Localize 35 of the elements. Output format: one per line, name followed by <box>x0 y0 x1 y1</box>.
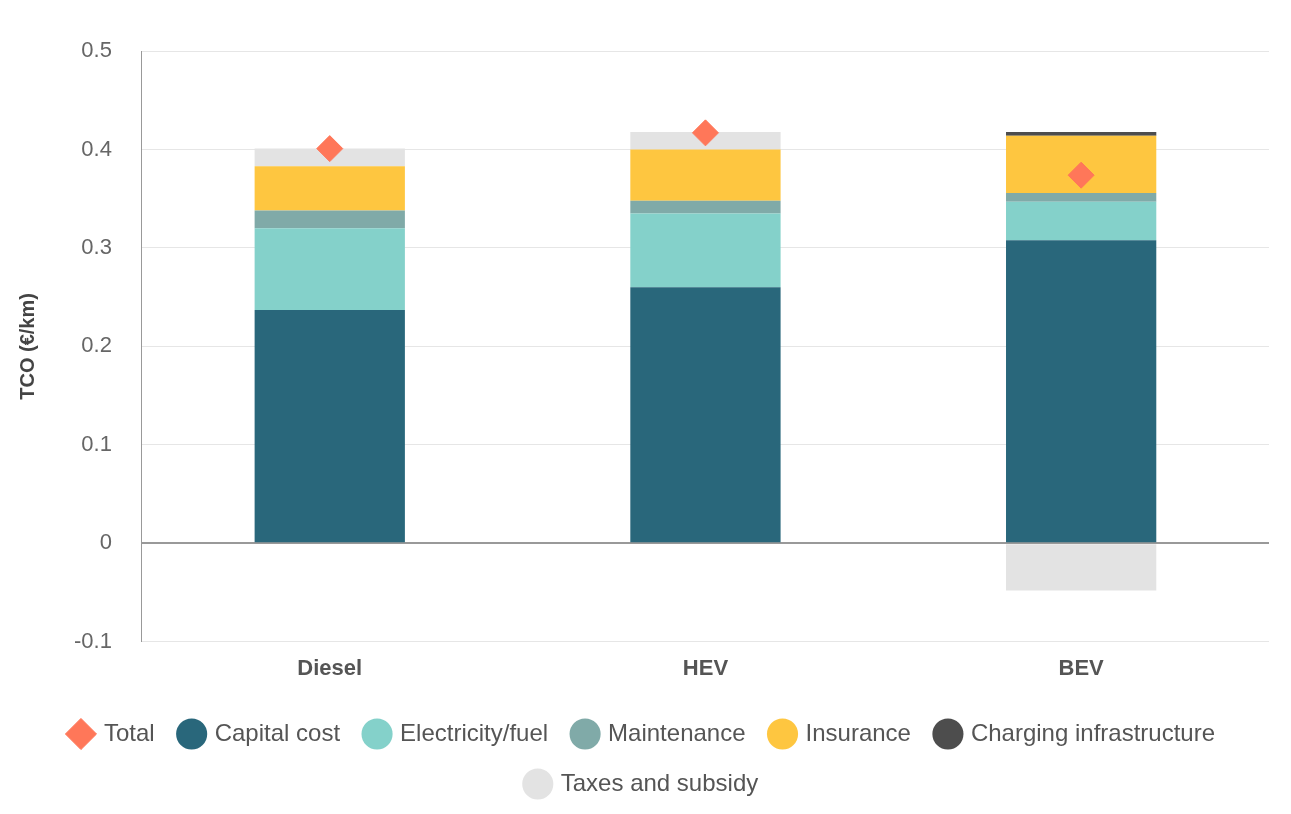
bar <box>1006 544 1157 591</box>
bar <box>254 309 405 543</box>
point <box>316 135 344 163</box>
y-tick-label: 0 <box>99 529 112 555</box>
y-tick-label: 0.5 <box>81 37 112 63</box>
bar <box>1006 192 1157 202</box>
bar <box>254 210 405 229</box>
y-axis-title: TCO (€/km) <box>15 293 38 400</box>
legend-label: Maintenance <box>608 718 746 746</box>
y-tick-label: 0.2 <box>81 332 112 358</box>
y-tick-label: -0.1 <box>73 627 112 653</box>
x-tick-label: HEV <box>682 654 729 680</box>
bar <box>630 149 781 201</box>
y-tick-label: 0.1 <box>81 430 112 456</box>
x-tick-label: BEV <box>1058 654 1105 680</box>
legend-label: Taxes and subsidy <box>560 768 759 796</box>
point <box>691 119 719 147</box>
y-tick-label: 0.3 <box>81 234 112 260</box>
point <box>1067 161 1095 189</box>
x-tick-label: Diesel <box>297 654 363 680</box>
legend-label: Insurance <box>805 718 911 746</box>
legend-label: Electricity/fuel <box>400 718 549 746</box>
bar <box>1006 131 1157 136</box>
bar <box>1006 201 1157 241</box>
bar <box>630 213 781 288</box>
legend-label: Charging infrastructure <box>970 718 1216 746</box>
legend-label: Capital cost <box>214 718 341 746</box>
legend-label: Total <box>103 718 155 746</box>
y-tick-label: 0.4 <box>81 135 112 161</box>
bar <box>630 200 781 214</box>
bar <box>254 166 405 211</box>
bar <box>1006 135 1157 193</box>
bar <box>254 228 405 310</box>
bar <box>630 287 781 543</box>
bar <box>1006 240 1157 543</box>
